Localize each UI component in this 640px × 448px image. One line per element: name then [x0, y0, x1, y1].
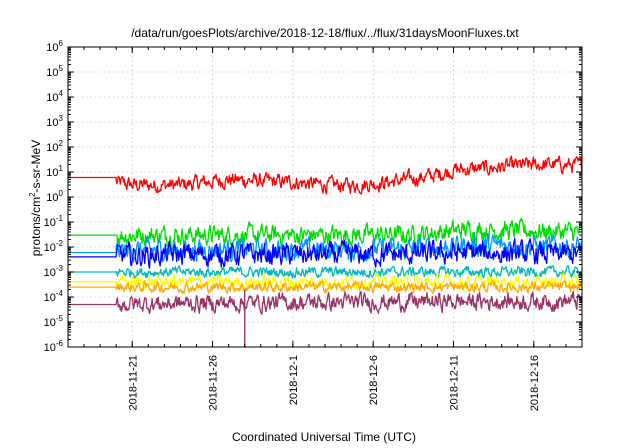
- x-tick-label: 2018-12-16: [529, 355, 541, 411]
- y-tick-label: 10-3: [44, 264, 64, 279]
- y-tick-label: 104: [46, 89, 63, 104]
- chart-title: /data/run/goesPlots/archive/2018-12-18/f…: [131, 26, 519, 40]
- x-tick-label: 2018-11-26: [208, 355, 220, 410]
- grid: [68, 47, 582, 347]
- y-tick-label: 10-2: [44, 239, 64, 254]
- series-line-7: [68, 280, 583, 295]
- x-axis-title: Coordinated Universal Time (UTC): [232, 430, 416, 444]
- y-tick-label: 103: [46, 114, 63, 129]
- y-axis-title-base: protons/cm: [29, 197, 43, 256]
- y-tick-label: 102: [46, 139, 63, 154]
- ticks: 10-6 10-5 10-4 10-3 10-2 10-1 100 101 102 103 104 1…: [44, 39, 583, 411]
- series-group: [68, 155, 583, 347]
- x-tick-label: 2018-12-1: [288, 355, 300, 405]
- x-tick-label: 2018-11-21: [127, 355, 139, 410]
- y-tick-label: 10-4: [44, 289, 64, 304]
- y-tick-label: 106: [46, 39, 63, 54]
- series-line-3: [68, 233, 583, 263]
- x-tick-label: 2018-12-6: [368, 355, 380, 405]
- series-line-4: [68, 237, 583, 269]
- y-tick-label: 100: [46, 189, 63, 204]
- y-axis-title-exp: 2: [28, 192, 37, 197]
- y-axis-title-rest: -s-sr-MeV: [29, 140, 43, 193]
- series-line-2: [68, 217, 583, 250]
- y-tick-label: 105: [46, 64, 63, 79]
- y-axis-title: protons/cm2-s-sr-MeV: [28, 140, 43, 256]
- series-line-1: [68, 155, 583, 195]
- series-line-8: [68, 290, 583, 315]
- y-tick-label: 101: [46, 164, 63, 179]
- x-tick-label: 2018-12-11: [449, 355, 461, 410]
- y-tick-label: 10-5: [44, 314, 64, 329]
- y-tick-label: 10-1: [44, 214, 64, 229]
- y-tick-label: 10-6: [44, 339, 64, 354]
- series-line-5: [68, 264, 583, 280]
